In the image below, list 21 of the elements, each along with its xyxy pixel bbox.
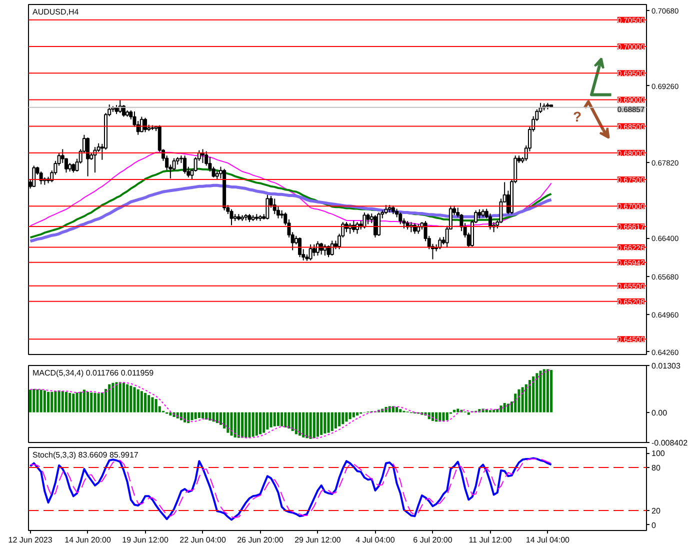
x-tick-label: 11 Jul 12:00 bbox=[468, 536, 512, 544]
y-tick-label: 80 bbox=[652, 464, 661, 473]
y-tick-label: 0.01303 bbox=[652, 362, 681, 370]
x-tick-label: 26 Jun 20:00 bbox=[237, 536, 284, 544]
y-tick-label: 100 bbox=[652, 449, 666, 458]
x-tick-label: 6 Jul 20:00 bbox=[413, 536, 453, 544]
y-tick-label: 0.00 bbox=[652, 408, 668, 418]
x-tick-label: 14 Jun 20:00 bbox=[64, 536, 112, 544]
x-tick-label: 29 Jun 12:00 bbox=[294, 536, 342, 544]
x-tick-label: 22 Jun 04:00 bbox=[180, 536, 226, 544]
x-tick-label: 4 Jul 04:00 bbox=[356, 536, 396, 544]
chart-title: AUDUSD,H4 bbox=[32, 8, 80, 16]
x-tick-label: 19 Jun 12:00 bbox=[122, 536, 169, 544]
annotation: ? bbox=[573, 108, 582, 124]
y-tick-label: 0 bbox=[652, 520, 656, 530]
x-tick-label: 14 Jul 04:00 bbox=[526, 536, 570, 544]
x-tick-label: 12 Jun 2023 bbox=[8, 536, 53, 544]
y-tick-label: -0.008402 bbox=[652, 438, 688, 448]
y-tick-label: 20 bbox=[652, 506, 661, 516]
chart-title: MACD(5,34,4) 0.011766 0.011959 bbox=[32, 368, 154, 378]
chart-title: Stoch(5,3,3) 83.6609 85.9917 bbox=[32, 450, 139, 460]
